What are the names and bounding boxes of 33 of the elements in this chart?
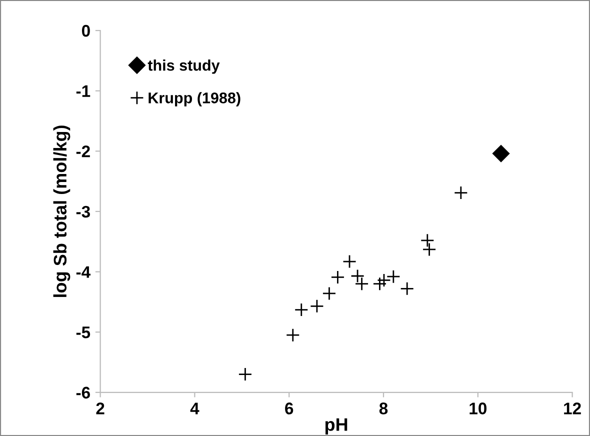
point: [294, 302, 308, 317]
y-tick-label: -1: [76, 85, 90, 97]
y-tick-label: -3: [76, 206, 90, 218]
point: [342, 254, 356, 268]
point: [238, 367, 252, 382]
point: [350, 269, 364, 283]
point: [330, 270, 345, 284]
y-tick-label: -4: [76, 266, 90, 278]
point: [372, 276, 387, 291]
legend-label: this study: [148, 60, 220, 74]
point: [386, 270, 400, 284]
point: [454, 186, 468, 200]
point: [354, 276, 369, 291]
point: [420, 233, 434, 248]
x-axis-title: pH: [325, 418, 348, 434]
x-tick-label: 4: [190, 402, 200, 414]
x-tick-label: 6: [285, 402, 294, 414]
point: [286, 328, 300, 342]
y-tick-label: -5: [76, 326, 90, 338]
point: [322, 286, 336, 300]
y-tick-label: -6: [76, 386, 90, 399]
point: [492, 145, 510, 162]
x-tick-label: 12: [564, 402, 581, 414]
point: [422, 242, 436, 256]
legend-label: Krupp (1988): [148, 92, 240, 106]
point: [400, 282, 414, 296]
y-tick-label: 0: [82, 24, 90, 37]
x-tick-label: 2: [96, 402, 104, 414]
y-axis-title: log Sb total (mol/kg): [53, 126, 70, 297]
x-tick-label: 8: [379, 402, 388, 414]
x-tick-label: 10: [470, 402, 486, 414]
point: [310, 299, 324, 314]
y-tick-label: -2: [76, 146, 90, 158]
